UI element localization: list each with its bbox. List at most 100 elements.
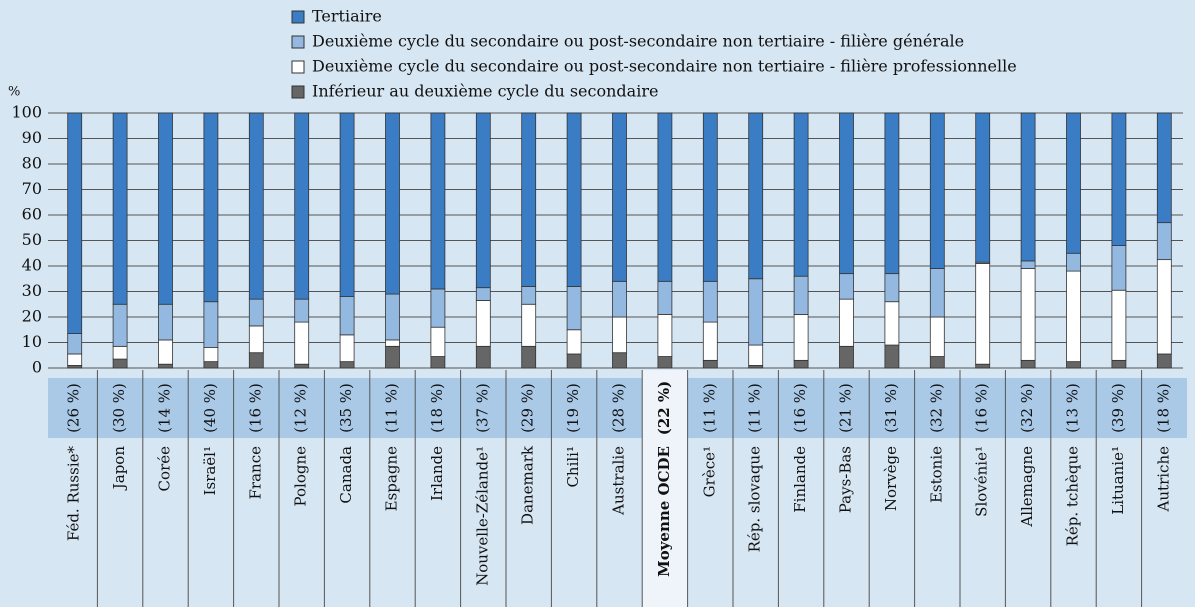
bar-segment — [839, 112, 854, 275]
legend-label: Tertiaire — [312, 7, 382, 26]
y-tick-label: 0 — [32, 358, 42, 377]
y-tick-label: 10 — [22, 332, 42, 351]
bar-segment — [929, 268, 945, 318]
bar-segment — [748, 344, 764, 366]
bar-segment — [793, 275, 809, 315]
bar-segment — [385, 345, 400, 369]
x-tick-label: Rép. slovaque — [746, 446, 764, 553]
share-label: (18 %) — [428, 383, 446, 433]
bar-segment — [1020, 268, 1036, 361]
x-tick-label: Pologne — [292, 446, 310, 507]
bar-segment — [67, 333, 83, 355]
bar-segment — [1156, 259, 1172, 355]
share-label: (31 %) — [882, 383, 900, 433]
share-band — [48, 378, 1187, 438]
bar-segment — [884, 344, 900, 369]
highlight-column — [642, 370, 688, 607]
share-label: (19 %) — [564, 383, 582, 433]
bar-segment — [158, 363, 173, 369]
bar-segment — [294, 112, 310, 300]
bar-segment — [294, 363, 310, 369]
bar-segment — [203, 301, 219, 349]
bar-segment — [702, 359, 718, 369]
x-tick-label: Féd. Russie* — [65, 446, 83, 542]
y-tick-label: 30 — [22, 281, 42, 300]
bar-segment — [1066, 361, 1081, 369]
bar-segment — [1020, 112, 1036, 262]
bar-segment — [1156, 222, 1172, 261]
x-tick-label: Finlande — [791, 446, 809, 513]
bar-segment — [884, 301, 900, 346]
legend-swatch — [291, 85, 305, 99]
bar-segment — [1111, 245, 1127, 291]
share-label: (30 %) — [110, 383, 128, 433]
share-label: (12 %) — [292, 383, 310, 433]
bar-segment — [67, 353, 83, 366]
bar-segment — [475, 345, 491, 369]
bar-segment — [294, 298, 310, 323]
share-label: (29 %) — [519, 383, 537, 433]
bar-segment — [975, 112, 991, 263]
bar-segment — [748, 112, 764, 280]
share-label: (11 %) — [700, 383, 718, 433]
y-tick-label: 60 — [22, 205, 42, 224]
x-tick-label: Japon — [110, 446, 128, 492]
legend-label: Deuxième cycle du secondaire ou post-sec… — [312, 57, 1017, 76]
bar-segment — [385, 339, 400, 347]
x-tick-label: Rép. tchèque — [1064, 446, 1082, 547]
bar-segment — [1111, 289, 1127, 361]
bar-segment — [339, 112, 355, 298]
x-tick-label: France — [246, 446, 264, 500]
share-label: (39 %) — [1109, 383, 1127, 433]
bar-segment — [1111, 359, 1127, 369]
bar-segment — [1066, 252, 1081, 272]
bar-segment — [203, 347, 219, 363]
legend-swatch — [291, 10, 305, 24]
legend-swatch — [291, 60, 305, 74]
bar-segment — [975, 363, 991, 369]
share-label: (18 %) — [1154, 383, 1172, 433]
bar-segment — [839, 273, 854, 300]
bar-segment — [475, 112, 491, 289]
bar-segment — [702, 321, 718, 361]
bar-segment — [430, 288, 446, 328]
share-label: (14 %) — [156, 383, 174, 433]
bar-segment — [203, 361, 219, 369]
share-label: (16 %) — [791, 383, 809, 433]
share-label: (11 %) — [383, 383, 401, 433]
bar-segment — [158, 303, 173, 341]
x-tick-label: Espagne — [383, 446, 401, 511]
y-tick-label: 20 — [22, 307, 42, 326]
x-tick-label: Danemark — [519, 445, 537, 525]
bar-segment — [566, 112, 582, 287]
bar-segment — [1066, 270, 1081, 363]
x-tick-label: Autriche — [1154, 446, 1172, 513]
bar-segment — [521, 112, 537, 287]
bar-segment — [339, 361, 355, 369]
bar-segment — [248, 112, 264, 300]
bar-segment — [430, 356, 446, 369]
bar-segment — [158, 112, 173, 305]
bar-segment — [475, 287, 491, 301]
bar-segment — [112, 112, 128, 305]
bar-segment — [1156, 353, 1172, 369]
bar-segment — [793, 112, 809, 277]
x-tick-label: Nouvelle-Zélande¹ — [473, 446, 491, 586]
bar-segment — [339, 296, 355, 336]
x-tick-label: Corée — [156, 446, 174, 492]
bar-segment — [929, 112, 945, 269]
bar-segment — [839, 345, 854, 369]
y-tick-label: 80 — [22, 154, 42, 173]
x-tick-label: Lituanie¹ — [1109, 446, 1127, 515]
legend-label: Inférieur au deuxième cycle du secondair… — [312, 82, 658, 101]
bar-segment — [158, 339, 173, 365]
bar-segment — [430, 326, 446, 357]
y-tick-label: 100 — [11, 103, 42, 122]
bar-segment — [294, 321, 310, 365]
bar-segment — [1020, 359, 1036, 369]
share-label: (35 %) — [337, 383, 355, 433]
x-tick-label: Moyenne OCDE — [655, 446, 673, 577]
bar-segment — [657, 280, 673, 315]
bar-segment — [929, 316, 945, 357]
